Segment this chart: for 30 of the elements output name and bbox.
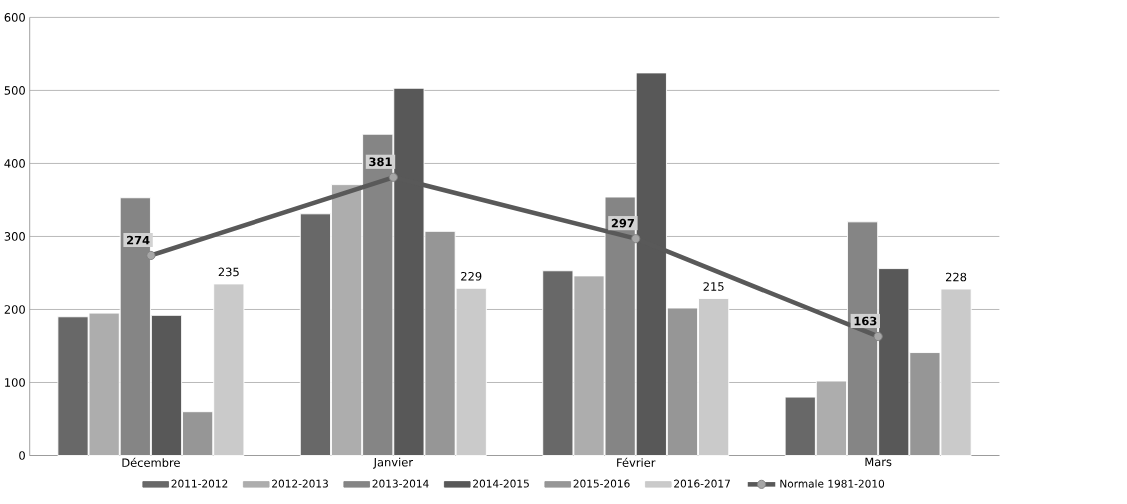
legend-label: 2013-2014	[372, 479, 429, 488]
y-tick-label: 300	[4, 232, 25, 241]
data-label: 228	[945, 272, 967, 282]
data-label: 274	[127, 235, 150, 245]
legend-label: 2015-2016	[573, 479, 630, 488]
x-tick-label: Janvier	[373, 457, 414, 469]
data-label: 163	[854, 316, 877, 326]
legend-label: Normale 1981-2010	[780, 479, 885, 488]
legend-label: 2011-2012	[171, 479, 228, 488]
point	[631, 234, 641, 244]
data-label: 229	[461, 271, 482, 281]
data-label: 297	[611, 218, 634, 228]
y-tick-label: 400	[4, 159, 25, 168]
y-tick-label: 500	[4, 86, 25, 95]
y-tick-label: 200	[4, 305, 25, 314]
y-tick-label: 600	[4, 13, 25, 22]
point	[873, 331, 883, 342]
legend-label: 2012-2013	[272, 479, 328, 488]
x-tick-label: Mars	[865, 457, 892, 467]
x-tick-label: Février	[617, 457, 656, 467]
y-tick-label: 100	[5, 378, 25, 387]
point	[388, 172, 398, 182]
data-label: 235	[218, 267, 239, 277]
data-label: 381	[369, 157, 392, 167]
point	[146, 250, 156, 260]
legend-label: 2014-2015	[473, 479, 529, 488]
legend-label: 2016-2017	[674, 479, 730, 488]
x-tick-label: Décembre	[122, 457, 180, 467]
data-label: 215	[703, 282, 724, 291]
y-tick-label: 0	[19, 451, 25, 460]
